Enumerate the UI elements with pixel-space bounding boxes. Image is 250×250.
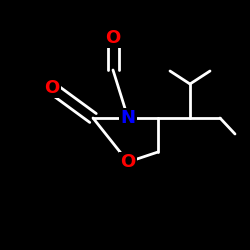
Text: O: O	[106, 29, 120, 47]
Text: N: N	[120, 109, 136, 127]
Text: O: O	[44, 79, 60, 97]
Text: O: O	[120, 153, 136, 171]
